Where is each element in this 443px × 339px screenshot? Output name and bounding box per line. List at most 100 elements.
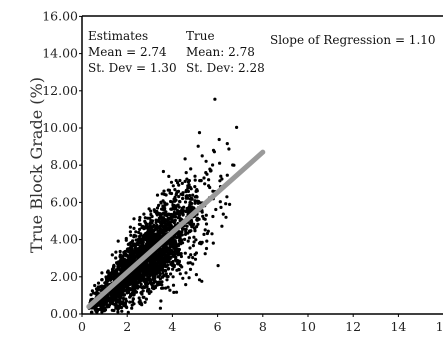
scatter-point [132, 226, 136, 230]
scatter-point [128, 300, 132, 304]
scatter-point [139, 249, 143, 253]
scatter-point [200, 279, 204, 283]
scatter-point [171, 215, 176, 219]
scatter-point [211, 163, 215, 167]
scatter-point [96, 287, 100, 291]
scatter-point [131, 279, 135, 283]
scatter-point [123, 285, 127, 289]
scatter-point [192, 240, 196, 244]
scatter-point [187, 236, 191, 240]
true-heading: True [186, 29, 215, 43]
scatter-point [170, 242, 174, 246]
scatter-point [149, 233, 153, 237]
scatter-point [188, 229, 192, 233]
scatter-point [180, 181, 184, 185]
scatter-point [189, 167, 193, 171]
scatter-point [168, 191, 172, 195]
scatter-point [171, 259, 175, 264]
scatter-point [213, 97, 217, 101]
scatter-point [212, 150, 216, 154]
scatter-point [145, 268, 150, 272]
scatter-point [181, 191, 185, 195]
scatter-point [175, 268, 179, 272]
true-mean: Mean: 2.78 [186, 45, 255, 59]
scatter-point [148, 216, 152, 220]
scatter-point [187, 255, 191, 259]
x-tick-label: 8 [259, 319, 267, 334]
scatter-point [181, 213, 185, 217]
scatter-point [145, 242, 149, 246]
scatter-point [150, 214, 154, 219]
scatter-point [189, 197, 193, 201]
scatter-point [118, 295, 122, 299]
scatter-point [144, 224, 148, 228]
scatter-point [166, 275, 170, 279]
scatter-point [183, 179, 187, 183]
scatter-point [153, 253, 157, 257]
scatter-point [194, 238, 198, 242]
scatter-point [162, 217, 166, 221]
scatter-point [211, 189, 215, 193]
scatter-point [152, 228, 156, 233]
scatter-point [173, 239, 177, 243]
scatter-point [128, 230, 132, 234]
y-tick-label: 14.00 [42, 46, 78, 61]
scatter-point [154, 261, 158, 265]
scatter-point [109, 293, 113, 297]
scatter-point [118, 298, 122, 302]
scatter-point [210, 232, 214, 236]
scatter-point [149, 209, 153, 213]
scatter-point [184, 283, 188, 287]
scatter-point [155, 233, 159, 237]
scatter-point [119, 302, 123, 306]
scatter-point [183, 200, 188, 204]
scatter-point [164, 265, 168, 269]
scatter-point [136, 243, 140, 247]
scatter-point [163, 201, 167, 205]
scatter-point [144, 297, 148, 301]
scatter-point [110, 308, 114, 312]
scatter-point [171, 219, 175, 223]
scatter-point [162, 229, 166, 233]
scatter-point [138, 218, 142, 222]
scatter-point [112, 263, 116, 267]
x-tick-label: 14 [390, 319, 406, 334]
scatter-point [149, 238, 153, 242]
scatter-point [218, 200, 222, 204]
scatter-point [142, 274, 146, 278]
scatter-point [140, 225, 144, 230]
y-tick-label: 12.00 [42, 83, 78, 98]
scatter-point [166, 285, 170, 289]
scatter-point [153, 269, 157, 273]
scatter-point [127, 242, 132, 246]
scatter-point [146, 237, 150, 241]
scatter-point [177, 183, 181, 187]
scatter-point [218, 161, 222, 165]
scatter-point [108, 277, 112, 281]
scatter-point [193, 257, 198, 261]
scatter-point [163, 268, 167, 273]
scatter-point [139, 253, 143, 257]
scatter-point [203, 228, 207, 232]
scatter-point [211, 241, 215, 245]
scatter-point [125, 291, 129, 295]
scatter-point [149, 281, 153, 285]
scatter-point [195, 188, 199, 192]
scatter-point [126, 310, 130, 314]
scatter-point [193, 178, 197, 182]
scatter-point [164, 272, 168, 276]
scatter-point [137, 222, 141, 226]
scatter-point [147, 264, 151, 268]
scatter-point [126, 281, 130, 286]
scatter-point [112, 272, 116, 276]
scatter-point [183, 157, 187, 161]
scatter-point [166, 267, 170, 271]
scatter-point [138, 227, 142, 231]
scatter-point [129, 288, 133, 292]
scatter-point [152, 279, 157, 283]
scatter-point [224, 202, 228, 206]
scatter-point [158, 273, 162, 277]
scatter-point [114, 302, 118, 306]
scatter-point [174, 178, 178, 183]
scatter-point [196, 144, 200, 148]
